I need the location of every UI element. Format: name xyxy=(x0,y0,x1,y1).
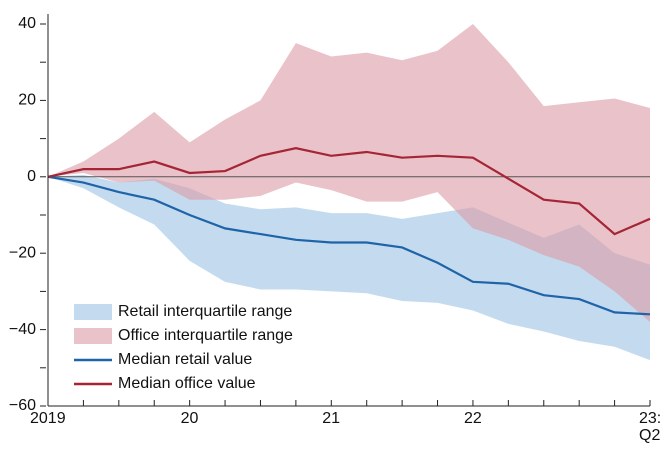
band xyxy=(48,24,650,322)
legend-label: Median office value xyxy=(118,375,256,392)
legend-label: Median retail value xyxy=(118,351,252,368)
median-line xyxy=(47,147,651,236)
y-tick-label: −40 xyxy=(9,321,36,338)
x-tick-label: 21 xyxy=(322,410,341,427)
x-tick-label: 22 xyxy=(463,410,482,427)
legend-swatch xyxy=(74,328,112,344)
median-line xyxy=(47,175,651,316)
x-tick-label: 20 xyxy=(180,410,199,427)
legend-label: Retail interquartile range xyxy=(118,303,292,320)
y-tick-label: −20 xyxy=(9,244,36,261)
legend-swatch xyxy=(74,304,112,320)
y-tick-label: 20 xyxy=(18,92,36,109)
x-tick-label: 2019 xyxy=(30,410,66,427)
y-tick-label: −60 xyxy=(9,397,36,414)
y-tick-label: 0 xyxy=(27,168,36,185)
y-tick-label: 40 xyxy=(18,15,36,32)
x-tick-label: 23: Q2 xyxy=(639,410,662,444)
legend-label: Office interquartile range xyxy=(118,327,293,344)
